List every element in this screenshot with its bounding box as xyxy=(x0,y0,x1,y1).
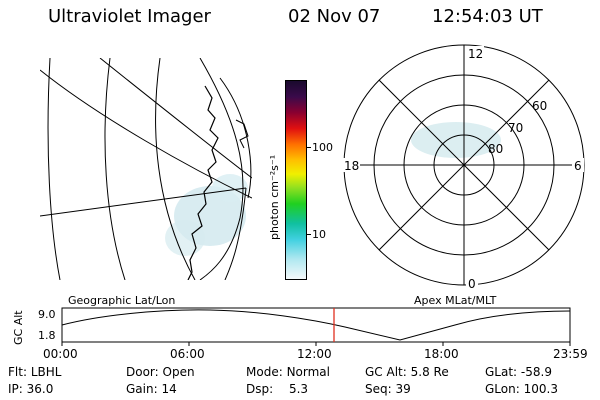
panel-label-apex: Apex MLat/MLT xyxy=(414,294,497,307)
mlt-label-left: 18 xyxy=(344,159,359,173)
info-ip: IP: 36.0 xyxy=(8,382,54,396)
polar-plot: 12 0 18 6 60 70 80 xyxy=(342,44,585,291)
colorbar-tick xyxy=(307,147,311,148)
grid-line xyxy=(40,187,247,217)
info-door: Door: Open xyxy=(126,365,195,379)
grid-line xyxy=(224,187,247,280)
geographic-map xyxy=(40,58,252,280)
coastline xyxy=(187,85,219,280)
grid-line xyxy=(99,58,252,179)
orbit-altitude-plot: 9.0 1.8 GC Alt 00:00 06:00 12:00 18:00 2… xyxy=(12,307,588,361)
colorbar-tick xyxy=(307,234,311,235)
ytick-label: 9.0 xyxy=(38,308,56,321)
aurora-emission-map xyxy=(165,174,248,256)
xtick-label: 18:00 xyxy=(424,347,459,361)
time-label: 12:54:03 UT xyxy=(432,6,543,27)
info-seq: Seq: 39 xyxy=(365,382,411,396)
grid-line xyxy=(219,77,252,199)
info-flt: Flt: LBHL xyxy=(8,365,62,379)
xtick-label: 12:00 xyxy=(297,347,332,361)
ytick-label: 1.8 xyxy=(38,329,56,342)
grid-line xyxy=(47,58,61,280)
date-label: 02 Nov 07 xyxy=(288,6,381,27)
orbit-ylabel: GC Alt xyxy=(12,310,25,345)
lat-label: 80 xyxy=(488,142,503,156)
mlt-label-bottom: 0 xyxy=(468,277,476,291)
colorbar-unit-label: photon cm⁻²s⁻¹ xyxy=(268,154,281,240)
info-glat: GLat: -58.9 xyxy=(485,365,552,379)
panel-label-geographic: Geographic Lat/Lon xyxy=(68,294,176,307)
grid-line xyxy=(104,58,126,280)
lat-label: 70 xyxy=(508,121,523,135)
grid-line xyxy=(199,58,244,280)
colorbar-tick-label: 10 xyxy=(312,228,326,241)
aurora-emission-polar xyxy=(411,122,501,158)
info-gain: Gain: 14 xyxy=(126,382,177,396)
xtick-label: 23:59 xyxy=(553,347,588,361)
lat-label: 60 xyxy=(532,99,547,113)
info-glon: GLon: 100.3 xyxy=(485,382,558,396)
info-mode: Mode: Normal xyxy=(246,365,330,379)
info-gc-alt: GC Alt: 5.8 Re xyxy=(365,365,449,379)
colorbar xyxy=(285,80,307,280)
info-dsp: Dsp: 5.3 xyxy=(246,382,309,396)
grid-line xyxy=(155,58,196,280)
altitude-curve xyxy=(61,309,571,341)
grid-line xyxy=(40,69,252,199)
xtick-label: 00:00 xyxy=(43,347,78,361)
mlt-label-right: 6 xyxy=(574,159,582,173)
coastline xyxy=(235,119,249,149)
xtick-label: 06:00 xyxy=(170,347,205,361)
mlt-line xyxy=(378,79,550,251)
mlt-label-top: 12 xyxy=(468,47,483,61)
colorbar-tick-label: 100 xyxy=(312,141,333,154)
app-title: Ultraviolet Imager xyxy=(48,6,211,27)
